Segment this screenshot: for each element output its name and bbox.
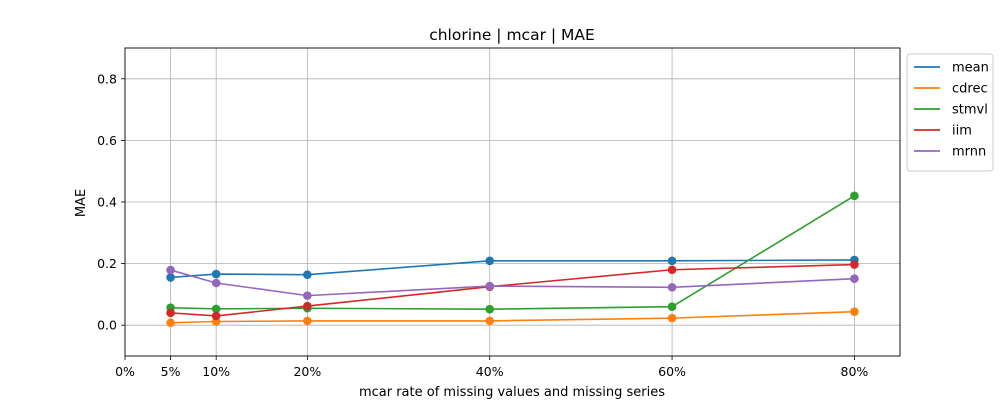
series-line-cdrec	[170, 310, 855, 324]
legend-label-stmvl: stmvl	[952, 103, 988, 118]
data-point-mrnn	[667, 283, 677, 292]
y-tick-label: 0.8	[97, 71, 117, 86]
data-point-mean	[166, 273, 175, 282]
data-point-mean	[485, 256, 495, 266]
x-tick-label: 60%	[658, 364, 686, 379]
x-tick-label: 80%	[841, 364, 869, 379]
legend-label-mrnn: mrnn	[952, 145, 986, 160]
data-point-cdrec	[850, 307, 859, 316]
y-tick-label: 0.0	[97, 318, 117, 333]
data-point-iim	[166, 308, 175, 318]
y-axis-label: MAE	[74, 189, 89, 217]
data-point-iim	[850, 260, 859, 269]
legend-box	[906, 53, 994, 172]
data-point-stmvl	[667, 302, 677, 312]
legend-item-stmvl: stmvl	[914, 103, 988, 118]
x-tick-label: 20%	[293, 364, 321, 379]
y-tick-label: 0.6	[97, 133, 117, 148]
plot-frame	[124, 47, 901, 357]
data-point-mrnn	[211, 278, 221, 288]
legend-item-mrnn: mrnn	[914, 145, 986, 160]
legend-item-iim: iim	[914, 124, 972, 139]
data-point-stmvl	[850, 191, 859, 201]
data-point-mrnn	[166, 265, 175, 275]
data-point-mrnn	[485, 281, 495, 291]
data-point-mean	[303, 270, 312, 279]
legend-label-iim: iim	[952, 124, 972, 139]
y-tick-label: 0.4	[97, 195, 117, 210]
data-point-stmvl	[485, 304, 495, 314]
series-line-mean	[170, 259, 855, 279]
x-tick-label: 5%	[161, 364, 181, 379]
series-mean	[166, 255, 859, 282]
legend-label-cdrec: cdrec	[952, 82, 988, 97]
series-line-iim	[170, 263, 855, 317]
series-line-stmvl	[170, 195, 855, 310]
chart-title: chlorine | mcar | MAE	[429, 26, 595, 44]
data-point-cdrec	[667, 313, 677, 323]
data-point-cdrec	[485, 316, 495, 326]
legend-item-mean: mean	[914, 61, 989, 76]
x-tick-label: 40%	[476, 364, 504, 379]
x-tick-label: 0%	[115, 364, 135, 379]
data-point-mrnn	[850, 274, 859, 283]
legend: mean cdrec stmvl iim mrnn	[906, 53, 994, 172]
data-point-mean	[211, 269, 221, 279]
data-point-mean	[667, 256, 677, 266]
axes-layer: 0% 5% 10% 20% 40% 60% 80% 0.0 0.2 0.4 0.6 0.8	[97, 47, 901, 379]
series-mrnn	[166, 265, 859, 300]
data-point-cdrec	[166, 318, 175, 328]
data-point-iim	[667, 265, 677, 275]
x-axis-label: mcar rate of missing values and missing …	[359, 385, 665, 400]
grid-layer	[125, 48, 900, 356]
series-line-mrnn	[170, 269, 855, 297]
data-point-iim	[211, 311, 221, 321]
legend-label-mean: mean	[952, 61, 989, 76]
data-point-mrnn	[303, 291, 312, 300]
data-point-cdrec	[303, 316, 312, 326]
data-point-iim	[303, 301, 312, 311]
y-tick-label: 0.2	[97, 256, 117, 271]
legend-item-cdrec: cdrec	[914, 82, 988, 97]
data-point-stmvl	[211, 304, 221, 314]
x-tick-label: 10%	[202, 364, 230, 379]
series-stmvl	[166, 191, 859, 314]
series-layer	[166, 191, 859, 328]
